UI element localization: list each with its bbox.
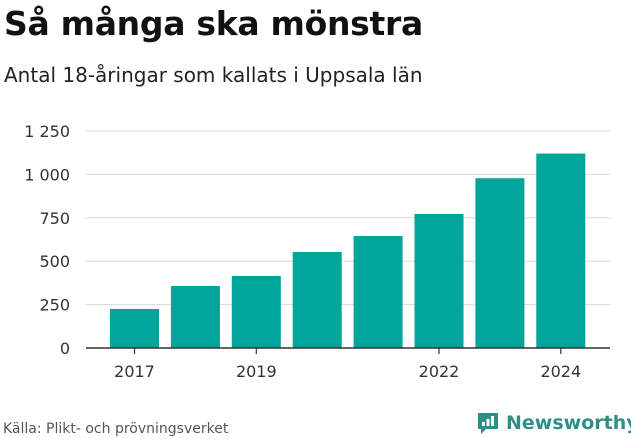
chart-title: Så många ska mönstra [4, 4, 423, 43]
x-tick-label: 2022 [419, 362, 460, 381]
grid-lines [86, 130, 610, 306]
x-tick-label: 2024 [540, 362, 581, 381]
y-tick-label: 0 [60, 339, 70, 358]
y-tick-label: 1 000 [24, 165, 70, 184]
y-axis-ticks: 0 250 500 750 1 000 1 250 [24, 122, 70, 358]
y-tick-label: 750 [39, 209, 70, 228]
bar-2020 [292, 251, 342, 348]
bar-2023 [475, 178, 525, 348]
newsworthy-logo: Newsworthy [476, 410, 631, 436]
bar-2024 [536, 153, 586, 348]
chart-subtitle: Antal 18-åringar som kallats i Uppsala l… [4, 63, 423, 87]
y-tick-label: 1 250 [24, 122, 70, 141]
bar-2022 [414, 213, 464, 348]
source-note: Källa: Plikt- och prövningsverket [3, 421, 229, 437]
y-tick-label: 500 [39, 252, 70, 271]
newsworthy-logo-text: Newsworthy [506, 412, 631, 434]
x-tick-label: 2017 [114, 362, 155, 381]
bar-2021 [353, 236, 403, 348]
x-axis-ticks: 2017 2019 2022 2024 [114, 348, 581, 381]
bars [110, 153, 586, 348]
y-tick-label: 250 [39, 296, 70, 315]
bar-2019 [231, 275, 281, 348]
bar-2018 [170, 286, 220, 348]
newsworthy-logo-icon [478, 413, 498, 434]
bar-2017 [110, 308, 159, 348]
x-tick-label: 2019 [236, 362, 277, 381]
